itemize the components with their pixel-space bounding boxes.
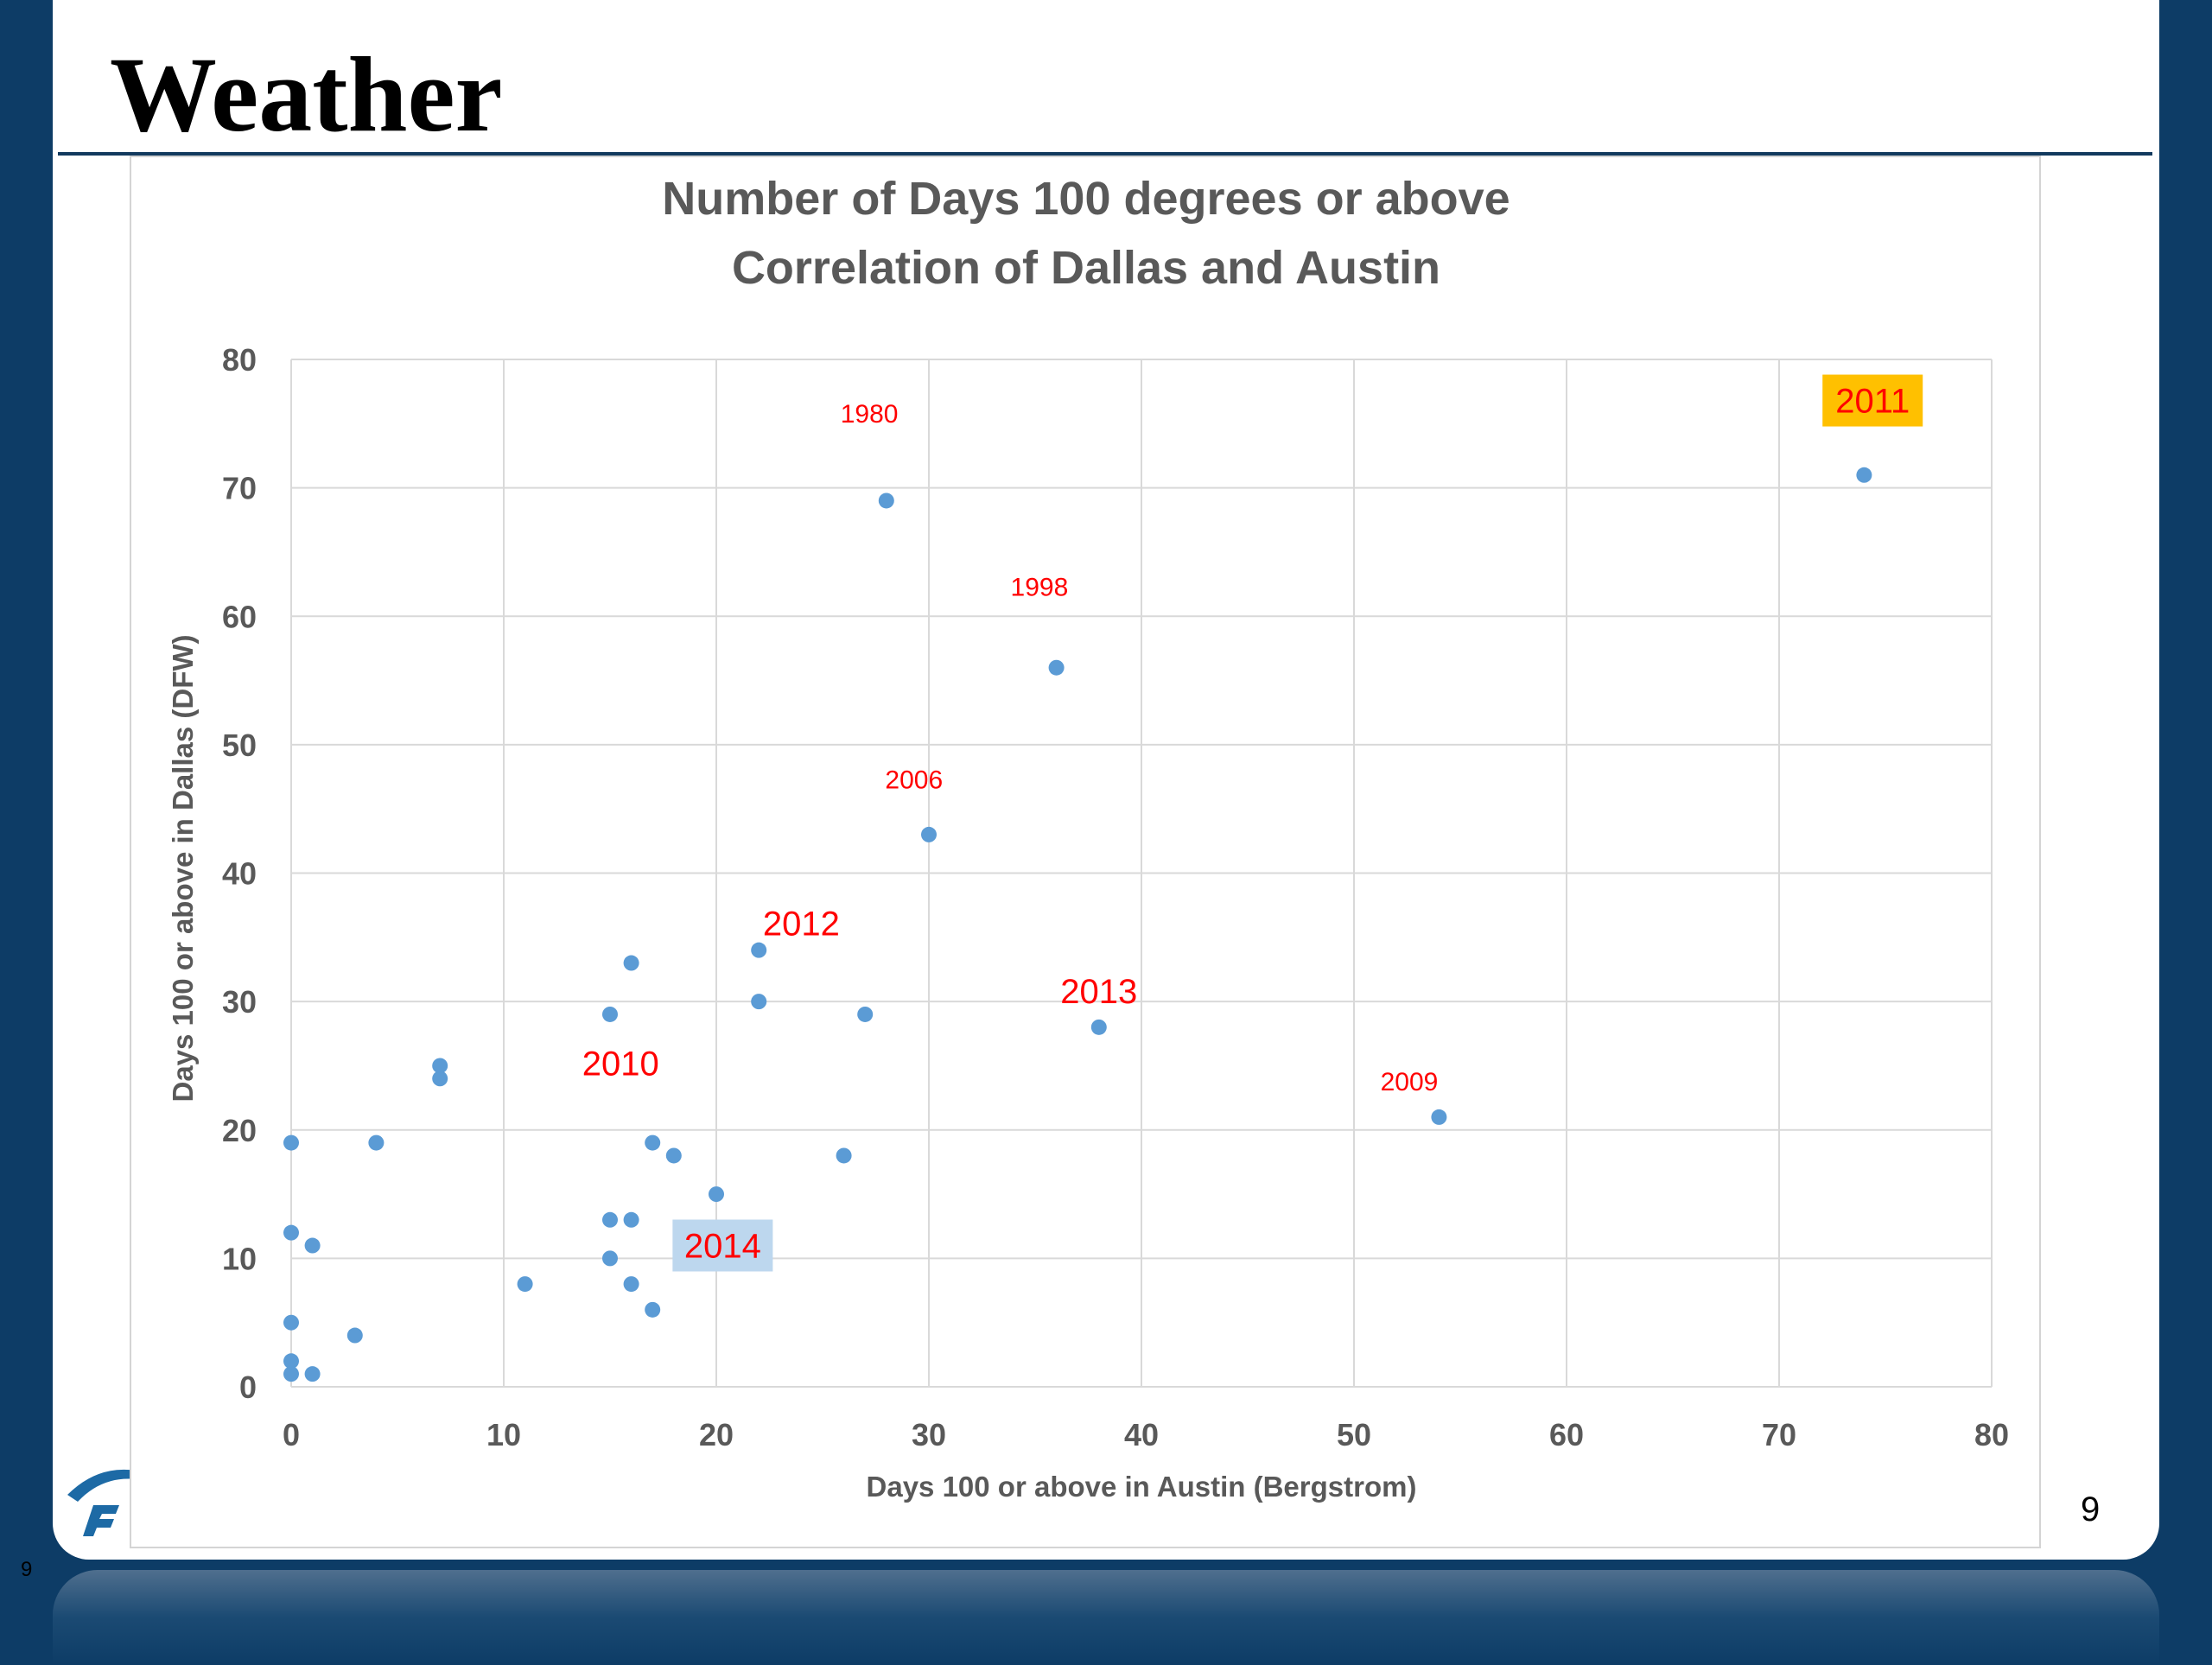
x-tick-label: 10 bbox=[486, 1417, 521, 1452]
data-point bbox=[368, 1134, 385, 1151]
x-tick-label: 40 bbox=[1124, 1417, 1159, 1452]
data-point bbox=[304, 1366, 321, 1382]
data-point bbox=[878, 493, 894, 509]
data-point bbox=[304, 1237, 321, 1254]
y-tick-label: 40 bbox=[222, 856, 257, 892]
data-point bbox=[1090, 1019, 1107, 1035]
y-tick-label: 70 bbox=[222, 471, 257, 506]
data-point bbox=[602, 1211, 618, 1228]
data-point bbox=[283, 1224, 299, 1241]
page-number-small: 9 bbox=[21, 1558, 33, 1581]
data-point bbox=[432, 1058, 448, 1074]
data-point bbox=[346, 1327, 363, 1344]
data-point bbox=[283, 1353, 299, 1369]
data-point bbox=[751, 994, 767, 1010]
year-annotation: 2011 bbox=[1835, 383, 1910, 421]
footer-band bbox=[53, 1570, 2159, 1665]
x-tick-label: 30 bbox=[912, 1417, 946, 1452]
data-point bbox=[623, 1276, 639, 1293]
y-tick-label: 0 bbox=[239, 1369, 257, 1405]
year-annotation: 2012 bbox=[763, 905, 840, 943]
x-tick-label: 60 bbox=[1549, 1417, 1584, 1452]
data-point bbox=[602, 1250, 618, 1267]
data-point bbox=[921, 826, 937, 842]
data-point bbox=[665, 1147, 682, 1164]
year-annotation: 1980 bbox=[841, 400, 899, 429]
year-annotation: 2009 bbox=[1381, 1068, 1439, 1096]
y-tick-label: 60 bbox=[222, 599, 257, 634]
data-point bbox=[602, 1006, 618, 1022]
data-point bbox=[645, 1134, 661, 1151]
chart-frame: 0 10 20 30 40 50 60 70 80 0 10 20 30 40 50 60 70 80 1980 1… bbox=[130, 156, 2041, 1548]
chart-title-line-2: Correlation of Dallas and Austin bbox=[732, 242, 1440, 294]
year-annotation: 2014 bbox=[684, 1228, 761, 1266]
x-tick-label: 0 bbox=[283, 1417, 300, 1452]
x-tick-label: 70 bbox=[1762, 1417, 1796, 1452]
year-annotation: 2010 bbox=[582, 1045, 659, 1083]
data-point bbox=[857, 1006, 874, 1022]
data-point bbox=[1048, 659, 1065, 676]
y-axis-label: Days 100 or above in Dallas (DFW) bbox=[167, 634, 199, 1102]
year-annotation: 2013 bbox=[1060, 973, 1137, 1011]
y-tick-label: 80 bbox=[222, 342, 257, 378]
data-point bbox=[283, 1134, 299, 1151]
data-point bbox=[283, 1366, 299, 1382]
annotation-highlight bbox=[1822, 374, 1923, 427]
page-number: 9 bbox=[2081, 1490, 2101, 1528]
logo-icon bbox=[67, 1469, 137, 1536]
data-point bbox=[517, 1276, 533, 1293]
x-tick-label: 50 bbox=[1337, 1417, 1371, 1452]
data-point bbox=[751, 942, 767, 958]
data-point bbox=[1431, 1109, 1447, 1125]
title-underline bbox=[58, 152, 2152, 156]
x-tick-label: 20 bbox=[699, 1417, 734, 1452]
y-tick-label: 20 bbox=[222, 1113, 257, 1148]
data-point bbox=[623, 955, 639, 971]
data-point bbox=[836, 1147, 852, 1164]
data-point bbox=[432, 1071, 448, 1087]
slide-title: Weather bbox=[110, 35, 503, 154]
data-point bbox=[623, 1211, 639, 1228]
data-point bbox=[283, 1314, 299, 1331]
x-tick-label: 80 bbox=[1974, 1417, 2009, 1452]
y-tick-label: 30 bbox=[222, 984, 257, 1020]
y-tick-label: 50 bbox=[222, 728, 257, 763]
data-point bbox=[1856, 467, 1872, 483]
year-annotation: 2006 bbox=[885, 766, 943, 795]
data-point bbox=[709, 1186, 724, 1203]
year-annotation: 1998 bbox=[1011, 574, 1069, 602]
y-tick-label: 10 bbox=[222, 1241, 257, 1276]
chart-title-line-1: Number of Days 100 degrees or above bbox=[662, 173, 1510, 225]
scatter-chart: 0 10 20 30 40 50 60 70 80 0 10 20 30 40 50 60 70 80 1980 1… bbox=[167, 173, 2009, 1503]
data-point bbox=[645, 1301, 661, 1318]
x-axis-label: Days 100 or above in Austin (Bergstrom) bbox=[867, 1471, 1417, 1503]
annotation-highlight bbox=[672, 1219, 773, 1272]
